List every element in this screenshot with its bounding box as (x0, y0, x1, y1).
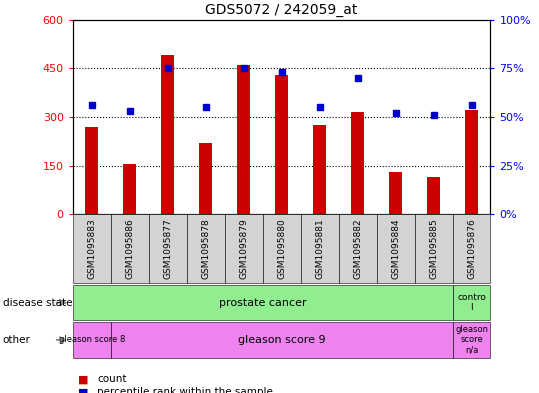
Text: disease state: disease state (3, 298, 72, 308)
Text: GSM1095879: GSM1095879 (239, 218, 248, 279)
Text: ■: ■ (78, 387, 88, 393)
Bar (351, 112, 364, 214)
Text: count: count (97, 374, 127, 384)
Bar (237, 65, 250, 214)
Text: ■: ■ (78, 374, 88, 384)
Text: GSM1095877: GSM1095877 (163, 218, 172, 279)
Bar (389, 172, 402, 214)
Text: GSM1095876: GSM1095876 (467, 218, 476, 279)
Text: contro
l: contro l (457, 293, 486, 312)
Bar (199, 143, 212, 214)
Bar (85, 127, 99, 214)
Text: prostate cancer: prostate cancer (219, 298, 307, 308)
Text: GSM1095880: GSM1095880 (277, 218, 286, 279)
Bar (161, 55, 174, 214)
Bar (313, 125, 326, 214)
Text: gleason score 9: gleason score 9 (238, 335, 326, 345)
Text: GSM1095878: GSM1095878 (201, 218, 210, 279)
Text: percentile rank within the sample: percentile rank within the sample (97, 387, 273, 393)
Text: GSM1095881: GSM1095881 (315, 218, 324, 279)
Text: GSM1095883: GSM1095883 (87, 218, 96, 279)
Text: other: other (3, 335, 31, 345)
Bar (275, 75, 288, 214)
Bar (465, 110, 478, 214)
Text: gleason score 8: gleason score 8 (59, 336, 125, 344)
Text: GSM1095882: GSM1095882 (353, 218, 362, 279)
Text: gleason
score
n/a: gleason score n/a (455, 325, 488, 355)
Text: GSM1095886: GSM1095886 (125, 218, 134, 279)
Bar (427, 177, 440, 214)
Bar (123, 164, 136, 214)
Text: GSM1095884: GSM1095884 (391, 218, 400, 279)
Title: GDS5072 / 242059_at: GDS5072 / 242059_at (205, 3, 358, 17)
Text: GSM1095885: GSM1095885 (429, 218, 438, 279)
